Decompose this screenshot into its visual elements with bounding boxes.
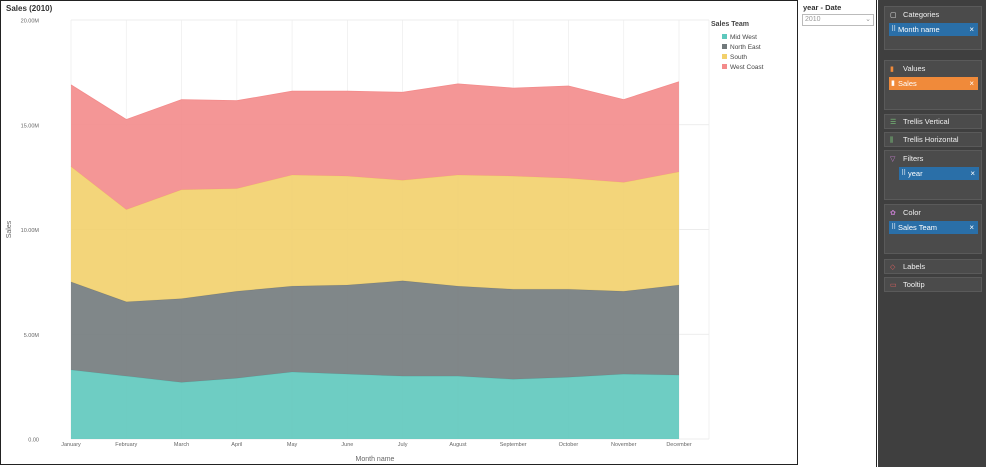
- filters-section: ▽ Filters ⠿ year ×: [884, 150, 982, 200]
- filters-label: Filters: [903, 154, 924, 163]
- legend-title: Sales Team: [711, 21, 749, 28]
- area-chart: 0.00 5.00M 10.00M 15.00M 20.00M January Februa…: [6, 19, 764, 464]
- x-tick-label: September: [500, 442, 527, 448]
- remove-icon[interactable]: ×: [969, 25, 974, 34]
- x-tick-label: April: [231, 442, 242, 448]
- palette-icon: ✿: [890, 210, 896, 217]
- trellis-horizontal-label: Trellis Horizontal: [903, 135, 959, 144]
- x-tick-label: July: [398, 442, 408, 448]
- value-chip-label: Sales: [898, 79, 917, 88]
- tooltip-icon: ▭: [890, 282, 897, 289]
- categories-section: ▢ Categories ⠿ Month name ×: [884, 6, 982, 50]
- drag-handle-icon[interactable]: ⠿: [891, 26, 897, 33]
- chevron-down-icon: ⌄: [865, 16, 871, 23]
- values-section: ▮ Values ▮ Sales ×: [884, 60, 982, 110]
- legend-swatch: [722, 64, 727, 69]
- y-tick-label: 15.00M: [21, 123, 40, 129]
- x-tick-label: November: [611, 442, 637, 448]
- legend-entry: Mid West: [730, 34, 757, 41]
- drag-handle-icon[interactable]: ⠿: [901, 170, 907, 177]
- trellis-vertical-icon: ☰: [890, 119, 897, 126]
- filter-chip-label: year: [908, 169, 923, 178]
- y-tick-label: 10.00M: [21, 228, 40, 234]
- color-chip-sales-team[interactable]: ⠿ Sales Team ×: [889, 221, 978, 234]
- bar-chart-small-icon: ▮: [891, 80, 895, 87]
- filter-panel: year - Date 2010 ⌄: [799, 0, 877, 467]
- tooltip-section[interactable]: ▭ Tooltip: [884, 277, 982, 292]
- x-tick-label: January: [61, 442, 81, 448]
- area-mid-west: [71, 369, 679, 439]
- area-west-coast: [71, 81, 679, 210]
- bar-chart-icon: ▮: [890, 66, 894, 73]
- trellis-horizontal-icon: ⫼: [890, 137, 894, 144]
- tooltip-label: Tooltip: [903, 280, 925, 289]
- visualization-sidebar: ▢ Categories ⠿ Month name × ▮ Values ▮ Sal…: [878, 0, 986, 467]
- labels-label: Labels: [903, 262, 926, 271]
- categories-label: Categories: [903, 10, 940, 19]
- categories-icon: ▢: [890, 12, 897, 19]
- filter-chip-year[interactable]: ⠿ year ×: [899, 167, 979, 180]
- area-north-east: [71, 280, 679, 383]
- chart-title: Sales (2010): [6, 4, 53, 13]
- color-chip-label: Sales Team: [898, 223, 938, 232]
- x-tick-label: August: [449, 442, 467, 448]
- year-filter-value: 2010: [805, 16, 821, 23]
- color-section: ✿ Color ⠿ Sales Team ×: [884, 204, 982, 254]
- x-tick-label: October: [559, 442, 579, 448]
- legend-swatch: [722, 34, 727, 39]
- legend-entry: North East: [730, 44, 761, 51]
- labels-section[interactable]: ◇ Labels: [884, 259, 982, 274]
- x-tick-label: May: [287, 442, 298, 448]
- legend-swatch: [722, 54, 727, 59]
- trellis-horizontal-section[interactable]: ⫼ Trellis Horizontal: [884, 132, 982, 147]
- trellis-vertical-section[interactable]: ☰ Trellis Vertical: [884, 114, 982, 129]
- x-tick-label: March: [174, 442, 189, 448]
- filter-title: year - Date: [803, 3, 842, 12]
- x-tick-label: June: [341, 442, 353, 448]
- label-tag-icon: ◇: [890, 264, 896, 271]
- category-chip-label: Month name: [898, 25, 940, 34]
- remove-icon[interactable]: ×: [969, 223, 974, 232]
- legend-entry: West Coast: [730, 64, 764, 71]
- funnel-icon: ▽: [890, 156, 896, 163]
- legend-swatch: [722, 44, 727, 49]
- area-south: [71, 166, 679, 302]
- value-chip-sales[interactable]: ▮ Sales ×: [889, 77, 978, 90]
- y-axis-title: Sales: [6, 220, 13, 238]
- y-tick-label: 0.00: [28, 438, 39, 444]
- x-tick-label: February: [115, 442, 137, 448]
- category-chip-month-name[interactable]: ⠿ Month name ×: [889, 23, 978, 36]
- x-axis-title: Month name: [356, 456, 395, 463]
- chart-panel: Sales (2010) 0.00 5.00M 10.00M 15.00M 20.00M…: [0, 0, 798, 465]
- year-filter-select[interactable]: 2010 ⌄: [802, 14, 874, 26]
- y-tick-label: 5.00M: [24, 333, 40, 339]
- drag-handle-icon[interactable]: ⠿: [891, 224, 897, 231]
- remove-icon[interactable]: ×: [970, 169, 975, 178]
- x-tick-label: December: [666, 442, 692, 448]
- area-edge-west-coast: [70, 81, 680, 120]
- y-tick-label: 20.00M: [21, 19, 40, 25]
- values-label: Values: [903, 64, 926, 73]
- legend-entry: South: [730, 54, 747, 61]
- remove-icon[interactable]: ×: [969, 79, 974, 88]
- trellis-vertical-label: Trellis Vertical: [903, 117, 950, 126]
- color-label: Color: [903, 208, 921, 217]
